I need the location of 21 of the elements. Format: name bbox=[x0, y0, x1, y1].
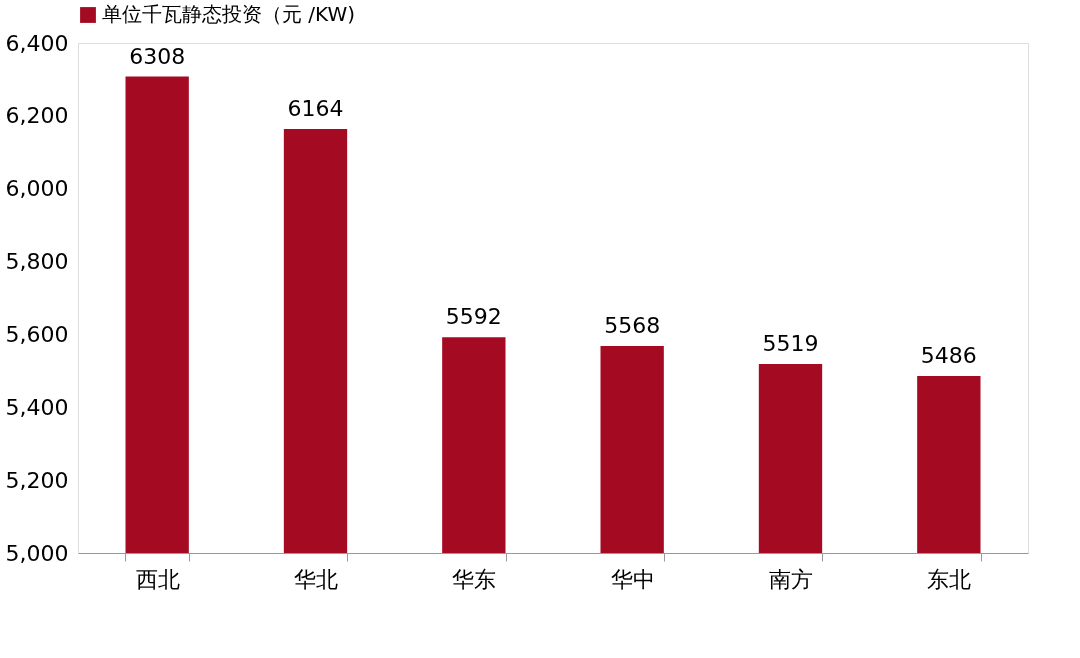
data-label: 5486 bbox=[920, 342, 977, 368]
y-tick-label: 6,400 bbox=[5, 30, 69, 56]
legend-label: 单位千瓦静态投资（元 /KW) bbox=[102, 2, 356, 26]
x-tick-label: 华北 bbox=[294, 566, 338, 592]
data-label: 5568 bbox=[604, 313, 661, 339]
y-tick-label: 6,200 bbox=[5, 103, 69, 129]
x-tick-label: 华中 bbox=[610, 566, 655, 592]
x-tick-label: 华东 bbox=[452, 566, 497, 592]
data-label: 5592 bbox=[445, 304, 502, 330]
x-tick-label: 南方 bbox=[769, 566, 813, 592]
data-label: 6164 bbox=[287, 95, 344, 121]
y-tick-label: 5,400 bbox=[5, 394, 69, 420]
y-tick-label: 5,600 bbox=[5, 321, 69, 347]
data-label: 5519 bbox=[762, 330, 819, 356]
y-tick-label: 6,000 bbox=[5, 176, 69, 202]
y-tick-label: 5,200 bbox=[5, 467, 69, 493]
data-label: 6308 bbox=[129, 43, 186, 69]
x-tick-label: 西北 bbox=[135, 566, 180, 592]
x-tick-label: 东北 bbox=[927, 566, 972, 592]
y-tick-label: 5,800 bbox=[5, 249, 69, 275]
y-tick-label: 5,000 bbox=[5, 540, 69, 566]
